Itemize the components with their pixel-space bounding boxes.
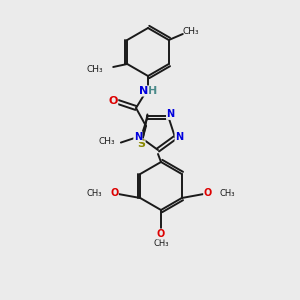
Text: CH₃: CH₃: [87, 64, 103, 74]
Text: N: N: [134, 132, 142, 142]
Text: O: O: [204, 188, 212, 198]
Text: CH₃: CH₃: [182, 28, 199, 37]
Text: N: N: [175, 132, 183, 142]
Text: H: H: [148, 86, 158, 96]
Text: CH₃: CH₃: [87, 188, 102, 197]
Text: CH₃: CH₃: [98, 137, 115, 146]
Text: S: S: [137, 139, 145, 149]
Text: O: O: [110, 188, 118, 198]
Text: O: O: [108, 96, 118, 106]
Text: CH₃: CH₃: [220, 188, 235, 197]
Text: N: N: [167, 110, 175, 119]
Text: O: O: [157, 229, 165, 239]
Text: CH₃: CH₃: [153, 239, 169, 248]
Text: N: N: [140, 86, 148, 96]
